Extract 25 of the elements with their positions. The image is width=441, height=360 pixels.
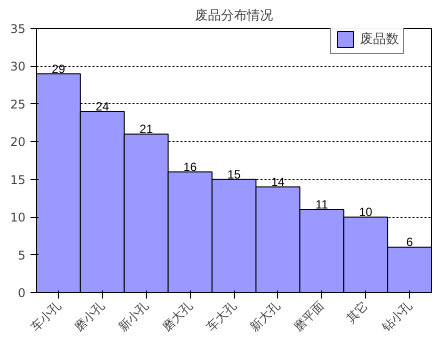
x-tick-label: 新大孔 xyxy=(247,298,283,334)
data-label: 16 xyxy=(183,160,198,174)
x-tick-label: 磨平面 xyxy=(291,298,327,334)
x-tick-label: 钻小孔 xyxy=(378,298,415,335)
y-tick-label: 30 xyxy=(10,60,26,74)
x-tick-label: 车大孔 xyxy=(204,298,239,334)
data-label: 15 xyxy=(227,167,241,182)
x-tick-label: 车小孔 xyxy=(28,298,64,334)
x-tick-label: 新小孔 xyxy=(116,298,152,334)
y-tick-label: 35 xyxy=(10,22,26,36)
x-tick-label: 其它 xyxy=(344,298,371,326)
data-label: 11 xyxy=(316,198,328,212)
chart-title: 废品分布情况 xyxy=(195,8,273,24)
x-tick-label: 磨小孔 xyxy=(72,298,108,334)
y-tick-label: 15 xyxy=(10,172,26,187)
y-tick-label: 0 xyxy=(18,286,26,300)
y-tick-label: 5 xyxy=(18,248,26,262)
y-tick-label: 10 xyxy=(10,210,26,225)
legend-label: 废品数 xyxy=(360,31,399,48)
data-label: 10 xyxy=(358,205,373,220)
y-tick-label: 20 xyxy=(10,135,26,150)
data-label: 6 xyxy=(406,235,414,250)
y-tick-label: 25 xyxy=(10,97,26,112)
x-tick-label: 磨大孔 xyxy=(160,298,196,334)
data-label: 21 xyxy=(140,122,154,136)
